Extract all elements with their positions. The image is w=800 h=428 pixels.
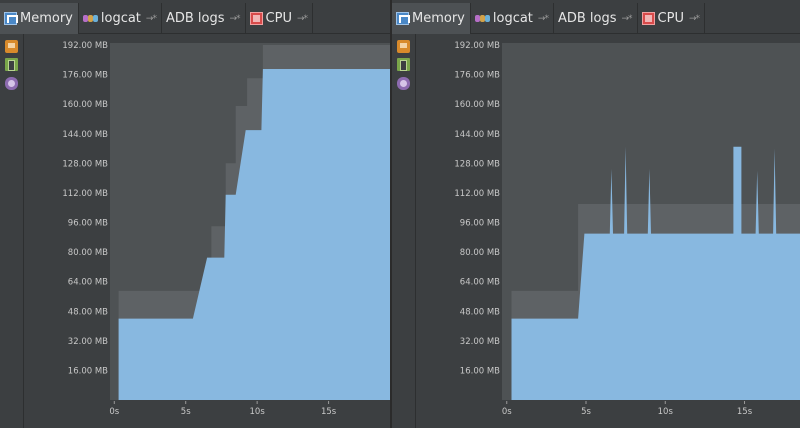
y-tick-label: 128.00 MB — [454, 159, 500, 169]
tab-memory[interactable]: Memory — [392, 3, 471, 34]
y-tick-label: 112.00 MB — [454, 189, 500, 199]
y-tick-label: 48.00 MB — [460, 307, 500, 317]
x-tick-label: 5s — [181, 407, 191, 417]
dump-java-heap-icon[interactable] — [5, 58, 18, 71]
logcat-icon — [82, 12, 98, 25]
x-tick-label: 5s — [581, 407, 591, 417]
gc-icon[interactable] — [397, 40, 410, 53]
tab-label: Memory — [20, 11, 73, 26]
tab-adb-logs[interactable]: ADB logs →* — [554, 3, 638, 34]
y-tick-label: 64.00 MB — [460, 278, 500, 288]
memory-chart-right: 192.00 MB 176.00 MB 160.00 MB 144.00 MB 128.… — [454, 41, 800, 417]
cpu-monitor-icon — [641, 12, 655, 25]
memory-monitor-icon — [396, 12, 410, 25]
tab-memory[interactable]: Memory — [0, 3, 79, 34]
tab-label: CPU — [657, 11, 684, 26]
memory-chart-left: 192.00 MB 176.00 MB 160.00 MB 144.00 MB 128.… — [62, 41, 390, 417]
pin-icon[interactable]: →* — [537, 13, 549, 24]
y-tick-label: 96.00 MB — [460, 219, 500, 229]
y-tick-label: 32.00 MB — [460, 337, 500, 347]
x-tick-label: 10s — [658, 407, 674, 417]
y-tick-label: 144.00 MB — [454, 130, 500, 140]
y-tick-label: 64.00 MB — [68, 278, 108, 288]
memory-monitor-panel-left: Memory logcat →* ADB logs →* CPU →* 192.… — [0, 0, 390, 428]
y-tick-label: 16.00 MB — [460, 366, 500, 376]
gc-icon[interactable] — [5, 40, 18, 53]
tab-cpu[interactable]: CPU →* — [246, 3, 314, 34]
y-tick-label: 96.00 MB — [68, 219, 108, 229]
pin-icon[interactable]: →* — [229, 13, 241, 24]
tab-adb-logs[interactable]: ADB logs →* — [162, 3, 246, 34]
y-tick-label: 80.00 MB — [460, 248, 500, 258]
tab-label: logcat — [492, 11, 533, 26]
tool-tab-bar: Memory logcat →* ADB logs →* CPU →* — [0, 0, 390, 34]
y-tick-label: 48.00 MB — [68, 307, 108, 317]
allocated-memory-area — [511, 146, 800, 400]
tab-label: ADB logs — [557, 11, 617, 26]
memory-toolbar — [0, 34, 24, 428]
y-tick-label: 160.00 MB — [62, 100, 108, 110]
tab-label: ADB logs — [165, 11, 225, 26]
pin-icon[interactable]: →* — [688, 13, 700, 24]
pin-icon[interactable]: →* — [296, 13, 308, 24]
y-tick-label: 192.00 MB — [454, 41, 500, 51]
dump-java-heap-icon[interactable] — [397, 58, 410, 71]
memory-monitor-panel-right: Memory logcat →* ADB logs →* CPU →* 192.… — [392, 0, 800, 428]
pin-icon[interactable]: →* — [621, 13, 633, 24]
memory-monitor-icon — [4, 12, 18, 25]
tab-label: CPU — [265, 11, 292, 26]
memory-toolbar — [392, 34, 416, 428]
x-tick-label: 15s — [737, 407, 753, 417]
allocated-memory-area — [118, 69, 390, 400]
y-tick-label: 32.00 MB — [68, 337, 108, 347]
tab-label: Memory — [412, 11, 465, 26]
allocation-tracker-icon[interactable] — [397, 77, 410, 90]
tool-tab-bar: Memory logcat →* ADB logs →* CPU →* — [392, 0, 800, 34]
y-tick-label: 144.00 MB — [62, 130, 108, 140]
x-tick-label: 10s — [250, 407, 266, 417]
y-tick-label: 112.00 MB — [62, 189, 108, 199]
x-tick-label: 15s — [321, 407, 337, 417]
panel-divider[interactable] — [390, 0, 392, 428]
y-tick-label: 176.00 MB — [62, 71, 108, 81]
y-tick-label: 160.00 MB — [454, 100, 500, 110]
logcat-icon — [474, 12, 490, 25]
tab-label: logcat — [100, 11, 141, 26]
y-tick-label: 192.00 MB — [62, 41, 108, 51]
tab-cpu[interactable]: CPU →* — [638, 3, 706, 34]
y-tick-label: 80.00 MB — [68, 248, 108, 258]
x-tick-label: 0s — [502, 407, 512, 417]
cpu-monitor-icon — [249, 12, 263, 25]
y-tick-label: 176.00 MB — [454, 71, 500, 81]
x-tick-label: 0s — [109, 407, 119, 417]
tab-logcat[interactable]: logcat →* — [79, 3, 162, 34]
y-tick-label: 16.00 MB — [68, 366, 108, 376]
tab-logcat[interactable]: logcat →* — [471, 3, 554, 34]
allocation-tracker-icon[interactable] — [5, 77, 18, 90]
pin-icon[interactable]: →* — [145, 13, 157, 24]
y-tick-label: 128.00 MB — [62, 159, 108, 169]
